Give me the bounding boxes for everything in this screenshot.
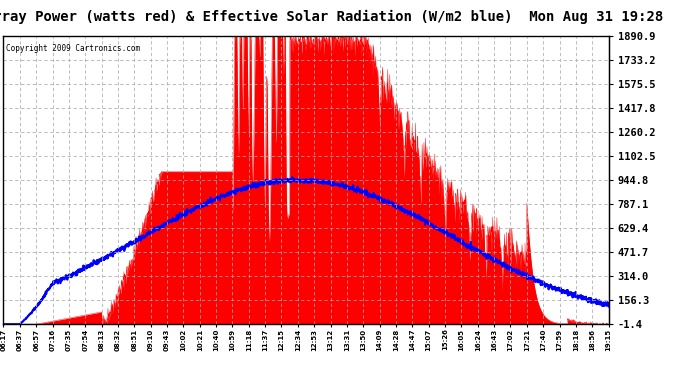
Text: Copyright 2009 Cartronics.com: Copyright 2009 Cartronics.com <box>6 44 141 53</box>
Text: East Array Power (watts red) & Effective Solar Radiation (W/m2 blue)  Mon Aug 31: East Array Power (watts red) & Effective… <box>0 9 664 24</box>
